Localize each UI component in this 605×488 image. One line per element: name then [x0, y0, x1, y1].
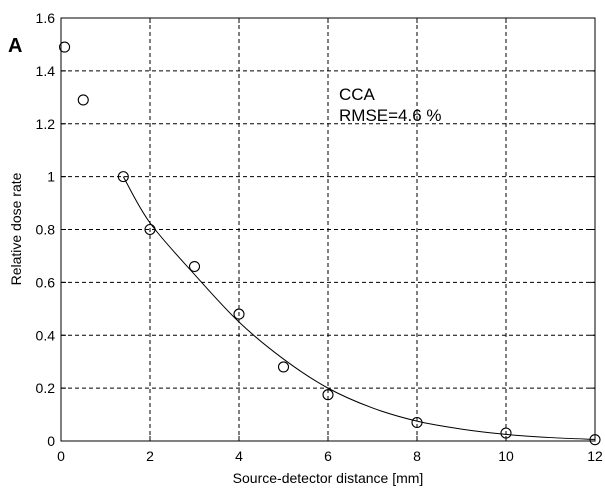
y-tick-label: 1.4: [36, 63, 56, 79]
data-point: [277, 361, 290, 373]
x-axis-label: Source-detector distance [mm]: [233, 470, 424, 486]
x-tick-label: 2: [146, 448, 154, 464]
grid-lines: [61, 18, 595, 441]
x-tick-label: 0: [57, 448, 65, 464]
data-point: [589, 434, 601, 446]
data-point: [144, 223, 156, 236]
x-tick-label: 10: [498, 448, 514, 464]
x-tick-label: 8: [413, 448, 421, 464]
y-tick-label: 1: [47, 169, 55, 185]
data-point: [411, 416, 423, 429]
fit-curve: [122, 176, 596, 440]
tick-labels: 0 2 4 6 8 10 12 0 0.2 0.4 0.6 0.8 1 1.2 1.4 1.6: [36, 10, 603, 464]
y-tick-label: 0.6: [36, 274, 56, 290]
data-point: [77, 94, 89, 106]
y-tick-label: 0.8: [36, 222, 56, 238]
data-points: [59, 41, 601, 446]
y-tick-label: 1.6: [36, 10, 56, 26]
data-point: [59, 41, 71, 53]
data-point: [233, 308, 245, 320]
x-tick-label: 12: [587, 448, 603, 464]
axis-ticks: [60, 17, 596, 442]
data-point: [117, 171, 129, 183]
annotation-method: CCA: [339, 85, 376, 104]
x-tick-label: 4: [235, 448, 243, 464]
y-tick-label: 0: [47, 433, 55, 449]
panel-label: A: [8, 35, 22, 57]
annotation-rmse: RMSE=4.6 %: [339, 106, 442, 125]
data-point: [188, 260, 201, 273]
y-tick-label: 1.2: [36, 116, 56, 132]
y-tick-label: 0.2: [36, 380, 56, 396]
y-tick-label: 0.4: [36, 327, 56, 343]
x-tick-label: 6: [324, 448, 332, 464]
data-point: [322, 389, 334, 401]
data-point: [500, 427, 512, 439]
y-axis-label: Relative dose rate: [8, 172, 24, 285]
